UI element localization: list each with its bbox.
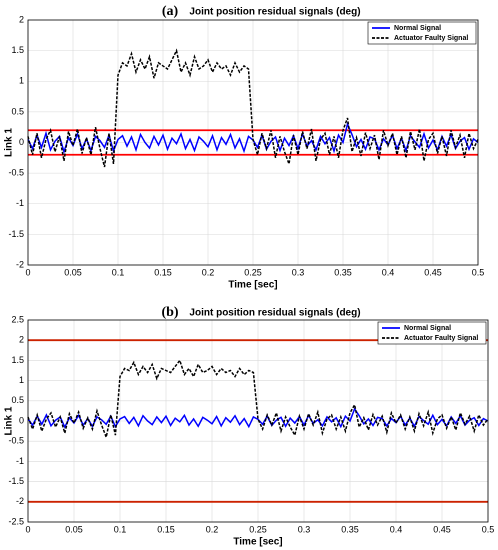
y-tick-label: -1.5 — [8, 229, 24, 239]
plot-frame — [27, 19, 479, 266]
x-tick-label: 0.15 — [157, 524, 175, 534]
x-axis-label: Time [sec] — [233, 537, 282, 548]
y-tick-label: 1 — [19, 375, 24, 385]
legend-label: Actuator Faulty Signal — [394, 35, 468, 42]
x-tick-label: 0.4 — [382, 267, 395, 277]
y-tick-label: 0 — [19, 137, 24, 147]
x-tick-label: 0.35 — [334, 267, 352, 277]
legend-box — [377, 321, 487, 345]
x-axis-label: Time [sec] — [228, 280, 277, 291]
panel-label: (a) — [162, 4, 179, 19]
y-axis-label: Link 1 — [4, 406, 15, 435]
x-tick-label: 0.3 — [298, 524, 311, 534]
x-tick-label: 0.1 — [114, 524, 127, 534]
y-tick-label: 1.5 — [11, 355, 24, 365]
y-tick-label: -1 — [16, 456, 24, 466]
x-tick-label: 0.05 — [65, 524, 83, 534]
legend-label: Normal Signal — [394, 25, 441, 32]
x-tick-label: 0.1 — [112, 267, 125, 277]
x-tick-label: 0.45 — [433, 524, 451, 534]
y-tick-label: -0.5 — [8, 436, 24, 446]
y-tick-label: 0.5 — [11, 395, 24, 405]
x-tick-label: 0.25 — [249, 524, 267, 534]
chart-title: Joint position residual signals (deg) — [189, 308, 360, 319]
chart-title: Joint position residual signals (deg) — [189, 7, 360, 18]
y-tick-label: -0.5 — [8, 168, 24, 178]
x-tick-label: 0.25 — [244, 267, 262, 277]
x-tick-label: 0.15 — [154, 267, 172, 277]
y-tick-label: -2 — [16, 496, 24, 506]
x-tick-label: 0.2 — [206, 524, 219, 534]
x-tick-label: 0.2 — [202, 267, 215, 277]
legend-label: Actuator Faulty Signal — [404, 335, 478, 342]
y-tick-label: 2 — [19, 335, 24, 345]
x-tick-label: 0.4 — [390, 524, 403, 534]
legend-label: Normal Signal — [404, 325, 451, 332]
y-tick-label: -1 — [16, 198, 24, 208]
series-line — [27, 358, 489, 440]
y-tick-label: 2 — [19, 14, 24, 24]
x-tick-label: 0.05 — [64, 267, 82, 277]
x-tick-label: 0 — [25, 524, 30, 534]
legend-box — [367, 21, 477, 45]
panel-label: (b) — [161, 305, 178, 320]
x-tick-label: 0.5 — [472, 267, 485, 277]
y-tick-label: -2.5 — [8, 516, 24, 526]
x-tick-label: 0.45 — [424, 267, 442, 277]
y-tick-label: 0.5 — [11, 106, 24, 116]
y-tick-label: 2.5 — [11, 314, 24, 324]
y-tick-label: 1.5 — [11, 45, 24, 55]
y-tick-label: 0 — [19, 415, 24, 425]
y-tick-label: -2 — [16, 259, 24, 269]
y-tick-label: 1 — [19, 76, 24, 86]
x-tick-label: 0.5 — [482, 524, 495, 534]
x-tick-label: 0 — [25, 267, 30, 277]
plot-frame — [27, 319, 489, 523]
x-tick-label: 0.35 — [341, 524, 359, 534]
y-tick-label: -1.5 — [8, 476, 24, 486]
series-line — [27, 48, 479, 168]
x-tick-label: 0.3 — [292, 267, 305, 277]
y-axis-label: Link 1 — [4, 128, 15, 157]
